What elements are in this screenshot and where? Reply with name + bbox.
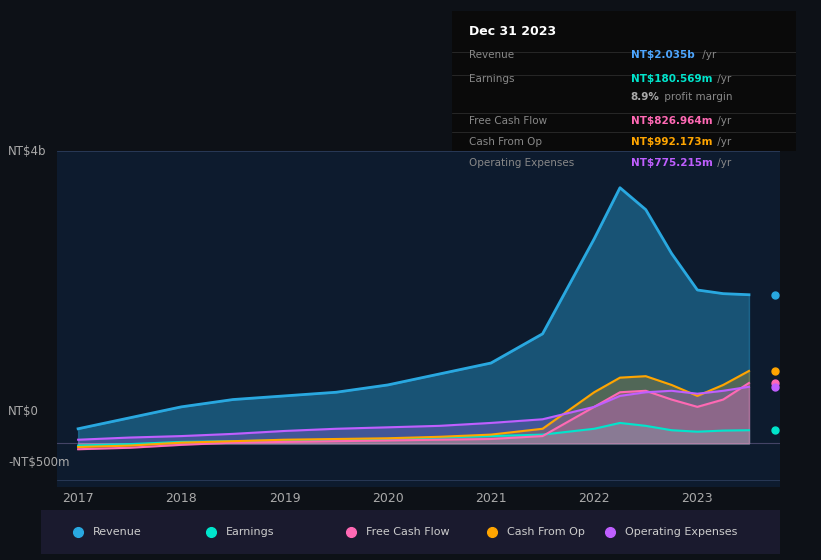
Text: Free Cash Flow: Free Cash Flow [366,527,450,537]
Text: Cash From Op: Cash From Op [507,527,585,537]
Text: Revenue: Revenue [93,527,141,537]
Text: NT$992.173m: NT$992.173m [631,137,713,147]
Text: /yr: /yr [714,158,732,168]
Text: NT$0: NT$0 [8,405,39,418]
Text: Cash From Op: Cash From Op [469,137,542,147]
Text: Revenue: Revenue [469,50,514,60]
Text: /yr: /yr [714,137,732,147]
Text: /yr: /yr [699,50,717,60]
Text: Earnings: Earnings [469,74,514,84]
Text: Dec 31 2023: Dec 31 2023 [469,25,556,38]
Text: /yr: /yr [714,74,732,84]
Text: NT$180.569m: NT$180.569m [631,74,713,84]
Text: NT$4b: NT$4b [8,144,47,158]
Text: Operating Expenses: Operating Expenses [625,527,737,537]
Text: NT$2.035b: NT$2.035b [631,50,695,60]
Text: profit margin: profit margin [661,92,732,102]
Text: -NT$500m: -NT$500m [8,455,70,469]
Text: Earnings: Earnings [226,527,274,537]
Text: 8.9%: 8.9% [631,92,660,102]
Text: Operating Expenses: Operating Expenses [469,158,574,168]
Text: NT$775.215m: NT$775.215m [631,158,713,168]
Text: NT$826.964m: NT$826.964m [631,116,713,126]
Text: Free Cash Flow: Free Cash Flow [469,116,547,126]
Text: /yr: /yr [714,116,732,126]
